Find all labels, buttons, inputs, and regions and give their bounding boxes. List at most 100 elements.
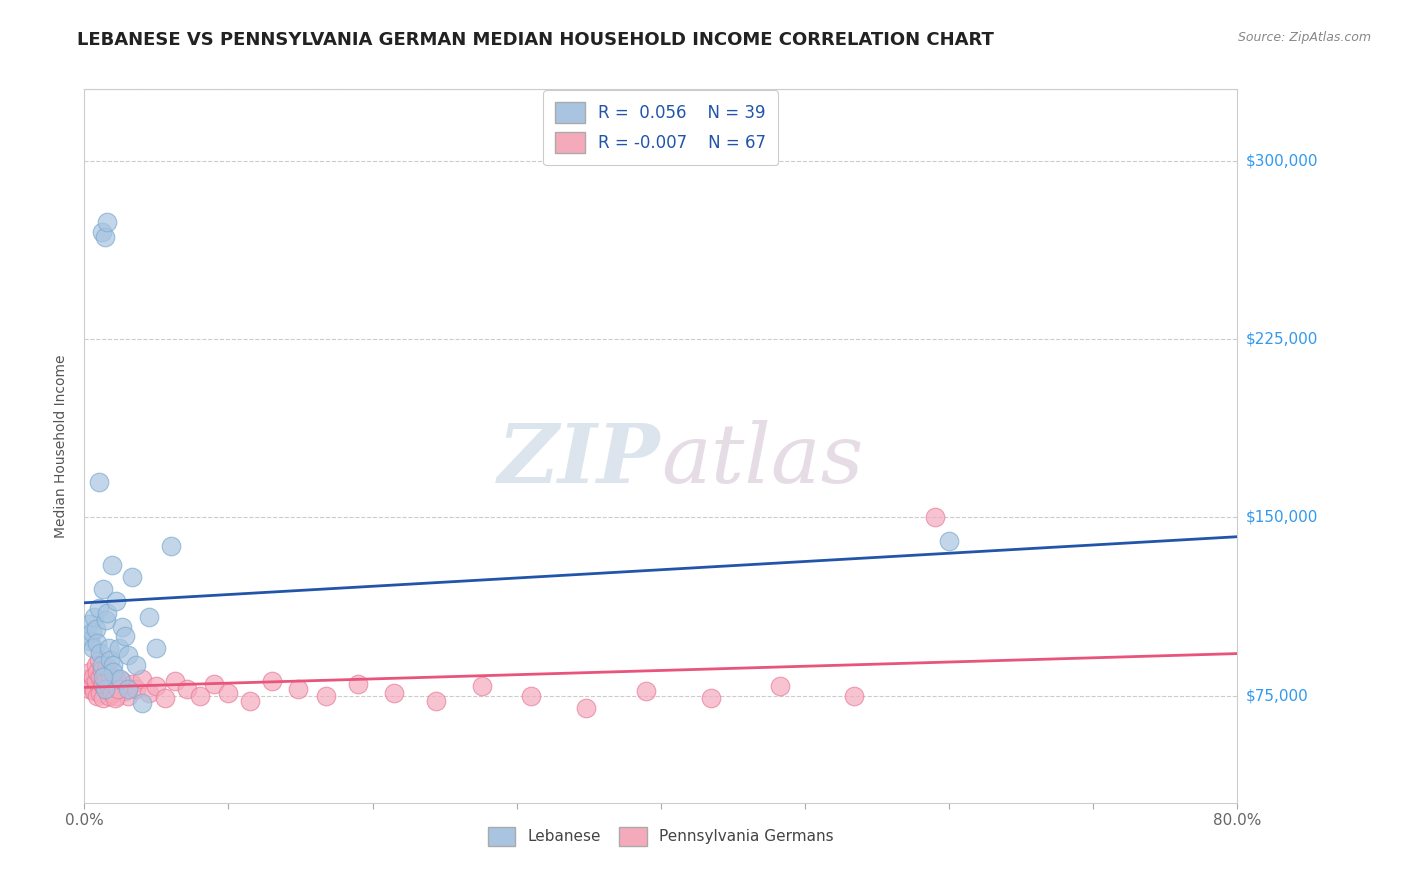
- Point: [260, 674, 283, 689]
- Point: [218, 686, 240, 700]
- Point: [77, 617, 100, 632]
- Y-axis label: Median Household Income: Median Household Income: [55, 354, 69, 538]
- Point: [89, 686, 111, 700]
- Point: [938, 534, 960, 549]
- Text: $75,000: $75,000: [1246, 689, 1309, 703]
- Point: [100, 558, 122, 572]
- Point: [924, 510, 946, 524]
- Point: [97, 641, 120, 656]
- Point: [110, 672, 132, 686]
- Point: [91, 691, 114, 706]
- Point: [117, 648, 139, 663]
- Point: [87, 475, 110, 489]
- Point: [86, 689, 108, 703]
- Point: [91, 582, 114, 596]
- Text: ZIP: ZIP: [498, 420, 661, 500]
- Point: [97, 689, 120, 703]
- Point: [145, 679, 167, 693]
- Point: [90, 677, 112, 691]
- Point: [104, 691, 127, 706]
- Point: [90, 225, 112, 239]
- Point: [82, 670, 104, 684]
- Point: [105, 672, 128, 686]
- Point: [83, 610, 105, 624]
- Point: [114, 684, 136, 698]
- Point: [84, 674, 107, 689]
- Point: [103, 657, 124, 672]
- Point: [96, 677, 118, 691]
- Point: [79, 634, 101, 648]
- Point: [520, 689, 543, 703]
- Point: [84, 622, 107, 636]
- Point: [89, 670, 111, 684]
- Point: [117, 681, 139, 696]
- Point: [425, 693, 447, 707]
- Point: [107, 681, 129, 696]
- Point: [96, 606, 118, 620]
- Point: [121, 677, 143, 691]
- Text: $225,000: $225,000: [1246, 332, 1317, 346]
- Point: [83, 684, 105, 698]
- Point: [75, 677, 97, 691]
- Text: $150,000: $150,000: [1246, 510, 1317, 524]
- Point: [94, 613, 117, 627]
- Point: [89, 646, 111, 660]
- Point: [347, 677, 370, 691]
- Point: [91, 670, 114, 684]
- Point: [77, 681, 100, 696]
- Legend: Lebanese, Pennsylvania Germans: Lebanese, Pennsylvania Germans: [482, 821, 839, 852]
- Text: Source: ZipAtlas.com: Source: ZipAtlas.com: [1237, 31, 1371, 45]
- Point: [239, 693, 262, 707]
- Point: [76, 629, 98, 643]
- Point: [202, 677, 225, 691]
- Point: [108, 641, 131, 656]
- Point: [93, 672, 115, 686]
- Point: [108, 679, 131, 693]
- Point: [769, 679, 792, 693]
- Point: [91, 677, 114, 691]
- Point: [165, 674, 187, 689]
- Point: [87, 653, 110, 667]
- Point: [94, 674, 117, 689]
- Point: [114, 629, 136, 643]
- Point: [160, 539, 183, 553]
- Text: $300,000: $300,000: [1246, 153, 1317, 168]
- Point: [125, 657, 148, 672]
- Point: [98, 679, 121, 693]
- Point: [145, 641, 167, 656]
- Point: [80, 624, 103, 639]
- Point: [86, 665, 108, 679]
- Point: [176, 681, 198, 696]
- Point: [87, 667, 110, 681]
- Point: [842, 689, 865, 703]
- Point: [121, 570, 143, 584]
- Point: [105, 593, 128, 607]
- Point: [80, 679, 103, 693]
- Point: [86, 636, 108, 650]
- Point: [287, 681, 309, 696]
- Point: [315, 689, 337, 703]
- Point: [153, 691, 176, 706]
- Point: [84, 657, 107, 672]
- Point: [636, 684, 658, 698]
- Point: [87, 600, 110, 615]
- Text: LEBANESE VS PENNSYLVANIA GERMAN MEDIAN HOUSEHOLD INCOME CORRELATION CHART: LEBANESE VS PENNSYLVANIA GERMAN MEDIAN H…: [77, 31, 994, 49]
- Point: [97, 679, 120, 693]
- Point: [131, 696, 153, 710]
- Point: [111, 674, 134, 689]
- Point: [82, 641, 104, 656]
- Point: [382, 686, 405, 700]
- Point: [700, 691, 723, 706]
- Point: [93, 667, 115, 681]
- Point: [76, 672, 98, 686]
- Point: [93, 681, 115, 696]
- Point: [131, 672, 153, 686]
- Point: [96, 660, 118, 674]
- Point: [98, 670, 121, 684]
- Point: [471, 679, 494, 693]
- Point: [125, 681, 148, 696]
- Point: [117, 689, 139, 703]
- Point: [100, 686, 122, 700]
- Point: [96, 215, 118, 229]
- Point: [100, 684, 122, 698]
